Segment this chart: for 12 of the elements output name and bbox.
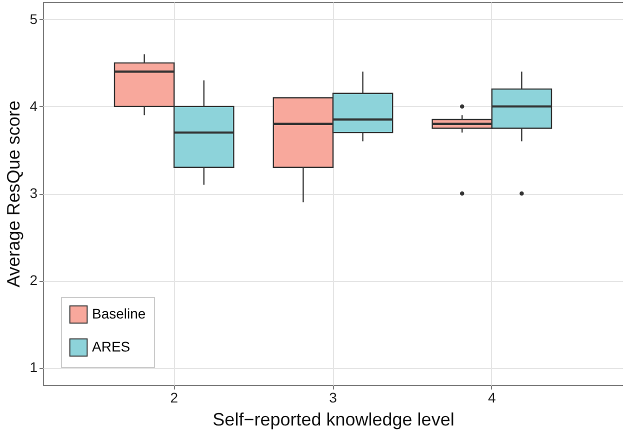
y-tick-label: 2 — [30, 272, 38, 288]
x-tick-label: 4 — [488, 390, 496, 406]
legend-label: Baseline — [92, 306, 146, 322]
legend-label: ARES — [92, 338, 130, 354]
y-tick-label: 4 — [30, 98, 38, 114]
x-tick-label: 2 — [170, 390, 178, 406]
y-tick-label: 5 — [30, 10, 38, 27]
y-axis-title: Average ResQue score — [4, 100, 24, 288]
y-tick-label: 3 — [30, 185, 38, 201]
x-tick-label: 3 — [329, 390, 338, 406]
y-tick-label: 1 — [30, 359, 38, 376]
x-axis-title: Self−reported knowledge level — [212, 410, 454, 430]
